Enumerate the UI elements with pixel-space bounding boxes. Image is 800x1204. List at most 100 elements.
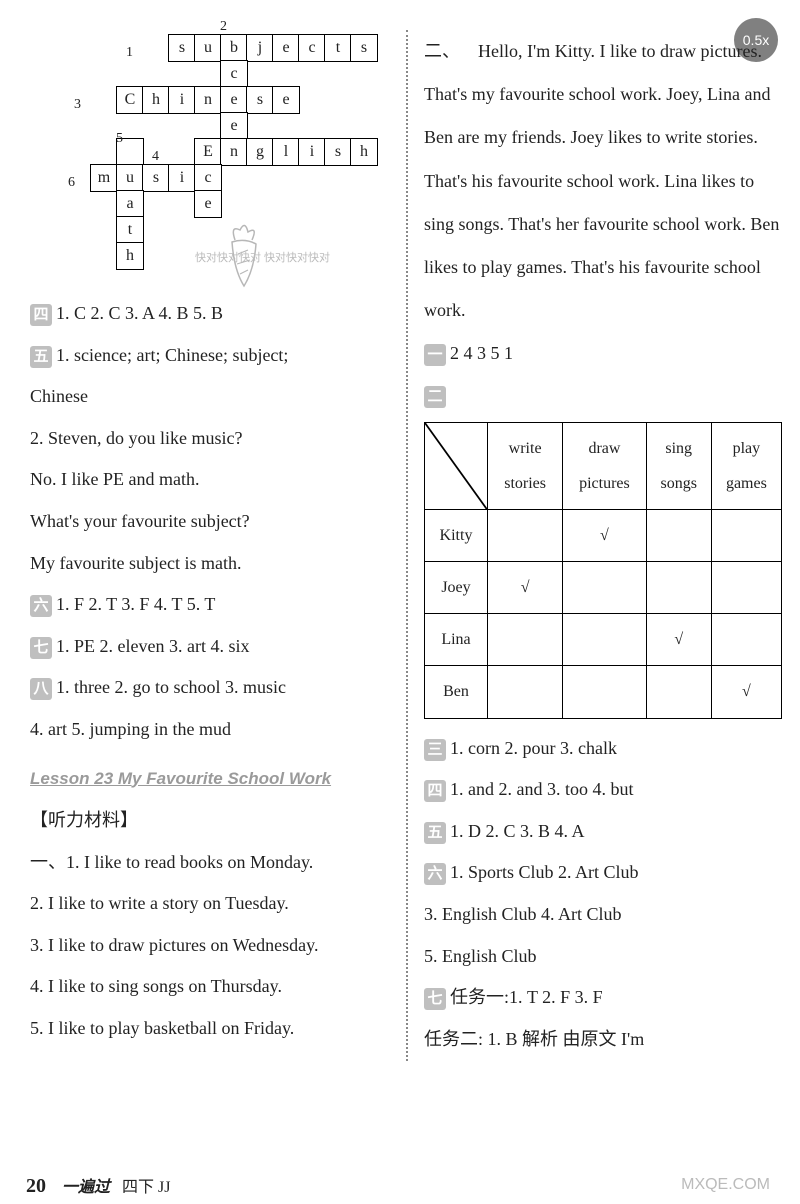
ans-6: 六1. Sports Club 2. Art Club — [424, 853, 782, 893]
ans-7-l1: 任务二: 1. B 解析 由原文 I'm — [424, 1020, 782, 1060]
row-name: Ben — [425, 666, 488, 718]
cell — [646, 562, 711, 614]
label-4: 四 — [30, 304, 52, 326]
answer-6-text: 1. F 2. T 3. F 4. T 5. T — [56, 594, 215, 614]
ans-6-l1: 3. English Club 4. Art Club — [424, 895, 782, 935]
ans-3: 三1. corn 2. pour 3. chalk — [424, 729, 782, 769]
crossword-cell: t — [324, 34, 352, 62]
crossword-cell: i — [168, 86, 196, 114]
table-header-row: write stories draw pictures sing songs p… — [425, 422, 782, 509]
cell: √ — [488, 562, 563, 614]
cell: √ — [563, 509, 646, 561]
answer-8-l0: 1. three 2. go to school 3. music — [56, 677, 286, 697]
label-a2: 二 — [424, 386, 446, 408]
ans-3-text: 1. corn 2. pour 3. chalk — [450, 738, 617, 758]
crossword-cell: s — [246, 86, 274, 114]
answer-7-text: 1. PE 2. eleven 3. art 4. six — [56, 636, 249, 656]
column-divider — [406, 30, 408, 1061]
cell — [488, 666, 563, 718]
crossword-cell: g — [246, 138, 274, 166]
crossword-cell: s — [350, 34, 378, 62]
answer-5-l0: 1. science; art; Chinese; subject; — [56, 345, 288, 365]
crossword-cell: l — [272, 138, 300, 166]
crossword-cell: m — [90, 164, 118, 192]
label-a7: 七 — [424, 988, 446, 1010]
table-row: Joey √ — [425, 562, 782, 614]
crossword-cell: n — [194, 86, 222, 114]
crossword-cell: h — [142, 86, 170, 114]
lesson-title: Lesson 23 My Favourite School Work — [30, 760, 390, 797]
page-content: subjectscChineseeEnglishmusicaeth213546 … — [0, 0, 800, 1071]
crossword-cell: t — [116, 216, 144, 244]
label-7: 七 — [30, 637, 52, 659]
crossword-cell: C — [116, 86, 144, 114]
ans-4-text: 1. and 2. and 3. too 4. but — [450, 779, 633, 799]
cell — [488, 509, 563, 561]
answer-5: 五1. science; art; Chinese; subject; — [30, 336, 390, 376]
cell — [646, 666, 711, 718]
listen-1-l0: 1. I like to read books on Monday. — [66, 852, 313, 872]
label-yi: 一、 — [30, 852, 66, 872]
answer-5-l5: My favourite subject is math. — [30, 544, 390, 584]
answer-4: 四1. C 2. C 3. A 4. B 5. B — [30, 294, 390, 334]
passage: 二、 Hello, I'm Kitty. I like to draw pict… — [424, 30, 782, 332]
cell — [563, 666, 646, 718]
table-diag-cell — [425, 422, 488, 509]
label-a5: 五 — [424, 822, 446, 844]
table-row: Ben √ — [425, 666, 782, 718]
footer-brand: 一遍过 — [62, 1179, 110, 1196]
left-column: subjectscChineseeEnglishmusicaeth213546 … — [30, 30, 404, 1061]
crossword-cell: h — [350, 138, 378, 166]
label-a3: 三 — [424, 739, 446, 761]
ans-1: 一2 4 3 5 1 — [424, 334, 782, 374]
answer-5-l1: Chinese — [30, 377, 390, 417]
ans-5-text: 1. D 2. C 3. B 4. A — [450, 821, 585, 841]
th-3: sing songs — [646, 422, 711, 509]
ans-4: 四1. and 2. and 3. too 4. but — [424, 770, 782, 810]
cell — [711, 562, 781, 614]
answer-5-l3: No. I like PE and math. — [30, 460, 390, 500]
crossword-cell: e — [220, 86, 248, 114]
crossword-cell: s — [324, 138, 352, 166]
label-a1: 一 — [424, 344, 446, 366]
watermark: MXQE.COM — [681, 1176, 770, 1194]
crossword-clue-number: 5 — [116, 124, 123, 155]
crossword-grid: subjectscChineseeEnglishmusicaeth213546 — [30, 30, 390, 290]
ans-6-l0: 1. Sports Club 2. Art Club — [450, 862, 639, 882]
crossword-cell: u — [116, 164, 144, 192]
answer-table: write stories draw pictures sing songs p… — [424, 422, 782, 719]
listen-1-l2: 3. I like to draw pictures on Wednesday. — [30, 926, 390, 966]
cell — [646, 509, 711, 561]
answer-8: 八1. three 2. go to school 3. music — [30, 668, 390, 708]
crossword-cell: i — [168, 164, 196, 192]
th-4: play games — [711, 422, 781, 509]
label-a6: 六 — [424, 863, 446, 885]
listen-1: 一、1. I like to read books on Monday. — [30, 843, 390, 883]
crossword-cell: n — [220, 138, 248, 166]
crossword-cell: h — [116, 242, 144, 270]
page-number: 20 — [26, 1175, 46, 1197]
crossword-cell: c — [298, 34, 326, 62]
crossword-clue-number: 2 — [220, 12, 227, 43]
label-6: 六 — [30, 595, 52, 617]
crossword-cell: c — [194, 164, 222, 192]
answer-5-l4: What's your favourite subject? — [30, 502, 390, 542]
cell — [563, 614, 646, 666]
row-name: Joey — [425, 562, 488, 614]
crossword-cell: a — [116, 190, 144, 218]
crossword-clue-number: 1 — [126, 38, 133, 69]
listen-1-l1: 2. I like to write a story on Tuesday. — [30, 884, 390, 924]
th-1: write stories — [488, 422, 563, 509]
answer-6: 六1. F 2. T 3. F 4. T 5. T — [30, 585, 390, 625]
answer-5-l2: 2. Steven, do you like music? — [30, 419, 390, 459]
crossword-cell: c — [220, 60, 248, 88]
answer-7: 七1. PE 2. eleven 3. art 4. six — [30, 627, 390, 667]
crossword-cell: e — [194, 190, 222, 218]
crossword-cell: e — [272, 34, 300, 62]
row-name: Lina — [425, 614, 488, 666]
ans-5: 五1. D 2. C 3. B 4. A — [424, 812, 782, 852]
crossword-clue-number: 6 — [68, 168, 75, 199]
crossword-cell: E — [194, 138, 222, 166]
ans-7: 七任务一:1. T 2. F 3. F — [424, 978, 782, 1018]
listen-1-l3: 4. I like to sing songs on Thursday. — [30, 967, 390, 1007]
